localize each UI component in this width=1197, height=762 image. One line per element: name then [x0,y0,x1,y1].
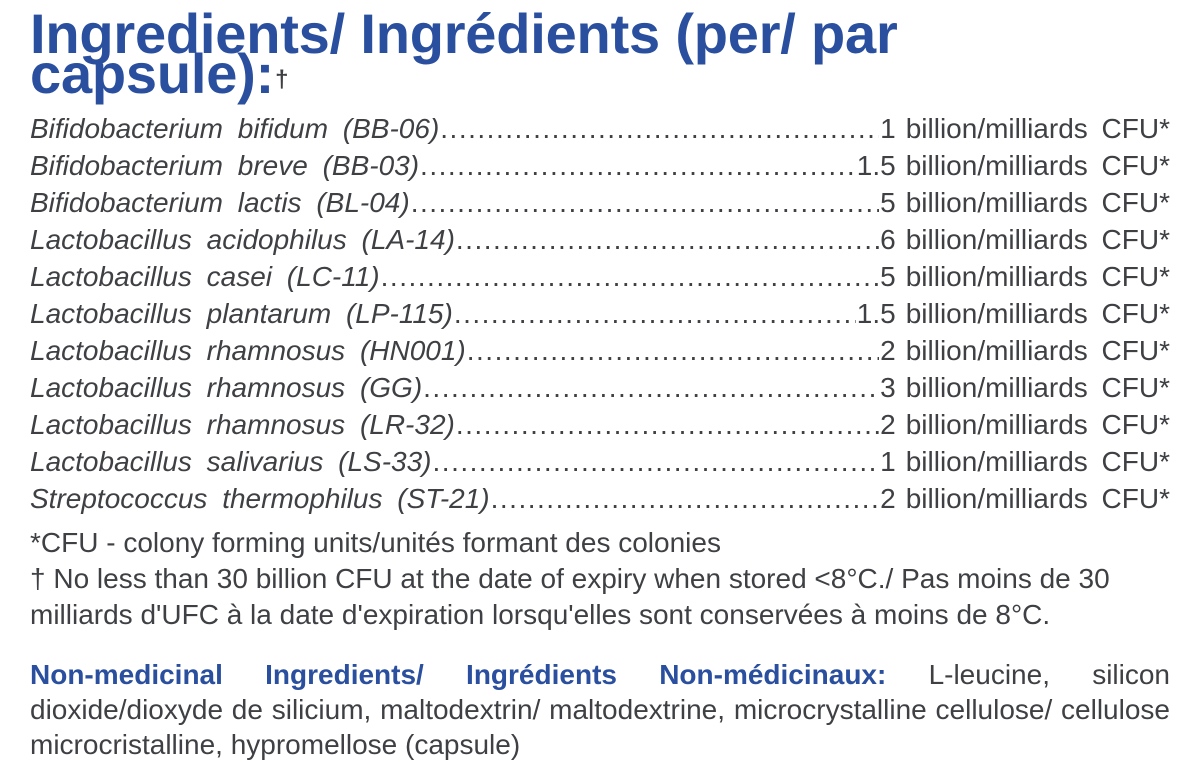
ingredient-row: Lactobacillus plantarum (LP-115) 1.5 billi… [30,295,1170,332]
dot-leader [423,369,879,406]
ingredient-unit: billion/milliards CFU* [905,150,1170,181]
ingredient-row: Streptococcus thermophilus (ST-21) 2 billi… [30,480,1170,517]
ingredient-name: Lactobacillus rhamnosus (HN001) [30,335,466,366]
ingredient-name: Streptococcus thermophilus (ST-21) [30,483,490,514]
ingredient-row: Lactobacillus acidophilus (LA-14) 6 billio… [30,221,1170,258]
dot-leader [456,406,879,443]
ingredient-amount: 6 [880,224,896,255]
ingredient-name: Lactobacillus rhamnosus (GG) [30,372,423,403]
dagger-symbol: † [275,66,289,93]
ingredient-name: Lactobacillus plantarum (LP-115) [30,298,453,329]
ingredient-amount: 1 [880,446,896,477]
ingredient-name: Lactobacillus acidophilus (LA-14) [30,224,455,255]
ingredient-amount: 5 [880,187,896,218]
ingredient-row: Lactobacillus rhamnosus (HN001) 2 billion/… [30,332,1170,369]
ingredients-heading: Ingredients/ Ingrédients (per/ par capsu… [30,6,1170,106]
dot-leader [454,295,856,332]
ingredient-row: Lactobacillus rhamnosus (GG) 3 billion/mil… [30,369,1170,406]
ingredient-unit: billion/milliards CFU* [905,483,1170,514]
non-medicinal-heading: Non-medicinal Ingredients/ Ingrédients N… [30,659,887,690]
ingredient-unit: billion/milliards CFU* [905,224,1170,255]
non-medicinal-paragraph: Non-medicinal Ingredients/ Ingrédients N… [30,657,1170,762]
ingredient-amount: 3 [880,372,896,403]
ingredient-row: Lactobacillus salivarius (LS-33) 1 billion… [30,443,1170,480]
ingredient-name: Bifidobacterium lactis (BL-04) [30,187,410,218]
dot-leader [440,110,879,147]
ingredient-name: Lactobacillus casei (LC-11) [30,261,380,292]
ingredient-amount: 1 [880,113,896,144]
ingredient-unit: billion/milliards CFU* [905,446,1170,477]
ingredient-unit: billion/milliards CFU* [905,335,1170,366]
dot-leader [467,332,879,369]
ingredient-unit: billion/milliards CFU* [905,187,1170,218]
ingredient-amount: 2 [880,335,896,366]
footnote-storage: † No less than 30 billion CFU at the dat… [30,563,1110,630]
ingredient-row: Lactobacillus casei (LC-11) 5 billion/mill… [30,258,1170,295]
ingredient-row: Bifidobacterium lactis (BL-04) 5 billion/m… [30,184,1170,221]
ingredient-list: Bifidobacterium bifidum (BB-06) 1 billion/… [30,110,1170,517]
dot-leader [433,443,880,480]
ingredient-unit: billion/milliards CFU* [905,113,1170,144]
ingredient-unit: billion/milliards CFU* [905,261,1170,292]
ingredient-amount: 5 [880,261,896,292]
dot-leader [411,184,879,221]
dot-leader [381,258,880,295]
dot-leader [456,221,879,258]
ingredient-unit: billion/milliards CFU* [905,409,1170,440]
footnote-cfu: *CFU - colony forming units/unités forma… [30,527,721,558]
ingredient-name: Bifidobacterium bifidum (BB-06) [30,113,440,144]
ingredient-amount: 2 [880,483,896,514]
ingredient-name: Lactobacillus salivarius (LS-33) [30,446,432,477]
ingredient-unit: billion/milliards CFU* [905,298,1170,329]
ingredient-amount: 2 [880,409,896,440]
ingredients-heading-label: Ingredients/ Ingrédients (per/ par capsu… [30,2,898,105]
ingredient-name: Lactobacillus rhamnosus (LR-32) [30,409,455,440]
ingredient-row: Lactobacillus rhamnosus (LR-32) 2 billion/… [30,406,1170,443]
ingredient-row: Bifidobacterium bifidum (BB-06) 1 billion/… [30,110,1170,147]
ingredient-amount: 1.5 [856,298,896,329]
ingredient-row: Bifidobacterium breve (BB-03) 1.5 billion/… [30,147,1170,184]
dot-leader [491,480,880,517]
ingredient-unit: billion/milliards CFU* [905,372,1170,403]
ingredient-amount: 1.5 [856,150,896,181]
ingredient-name: Bifidobacterium breve (BB-03) [30,150,420,181]
footnotes: *CFU - colony forming units/unités forma… [30,525,1170,633]
dot-leader [420,147,856,184]
